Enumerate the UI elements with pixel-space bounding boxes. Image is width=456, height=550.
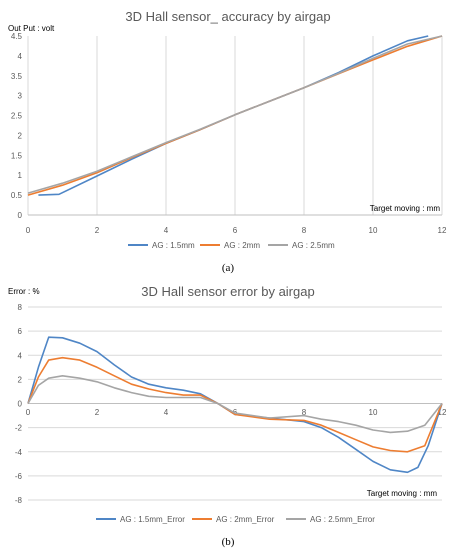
legend-label: AG : 2mm [224, 241, 260, 250]
x-tick-label: 4 [164, 408, 169, 417]
x-tick-label: 0 [26, 408, 31, 417]
legend-label: AG : 1.5mm_Error [120, 515, 185, 524]
y-tick-label: 4 [18, 52, 23, 61]
accuracy-chart: 3D Hall sensor_ accuracy by airgap Out Pu… [8, 9, 447, 250]
series-line-3 [27, 35, 443, 194]
legend-label: AG : 2mm_Error [216, 515, 275, 524]
x-tick-label: 10 [369, 408, 378, 417]
series-line-3 [27, 375, 443, 434]
error-chart: 3D Hall sensor error by airgap Error : % -… [8, 284, 447, 524]
y-tick-label: 4 [18, 351, 23, 360]
caption-a: (a) [221, 262, 235, 274]
y-tick-label: 2 [18, 131, 23, 140]
x-tick-label: 12 [438, 226, 447, 235]
y-tick-label: 0 [18, 211, 23, 220]
y-axis-label: Out Put : volt [8, 24, 55, 33]
x-tick-label: 8 [302, 226, 307, 235]
chart-title: 3D Hall sensor_ accuracy by airgap [125, 9, 330, 24]
chart-title: 3D Hall sensor error by airgap [141, 284, 314, 299]
y-tick-label: 2.5 [11, 112, 23, 121]
y-tick-label: 8 [18, 303, 23, 312]
y-tick-label: 2 [18, 375, 23, 384]
y-tick-label: 4.5 [11, 32, 23, 41]
y-tick-label: 0.5 [11, 191, 23, 200]
legend-label: AG : 2.5mm [292, 241, 335, 250]
y-tick-label: 6 [18, 327, 23, 336]
y-tick-label: 1.5 [11, 151, 23, 160]
x-tick-label: 4 [164, 226, 169, 235]
x-tick-label: 2 [95, 226, 100, 235]
x-axis-label: Target moving : mm [367, 489, 438, 498]
y-tick-label: -4 [15, 448, 23, 457]
legend-label: AG : 1.5mm [152, 241, 195, 250]
x-axis-label: Target moving : mm [370, 204, 441, 213]
x-tick-label: 6 [233, 226, 238, 235]
x-tick-label: 10 [369, 226, 378, 235]
legend-label: AG : 2.5mm_Error [310, 515, 375, 524]
y-tick-label: 3.5 [11, 72, 23, 81]
y-axis-label: Error : % [8, 287, 40, 296]
y-tick-label: -2 [15, 424, 23, 433]
x-tick-label: 8 [302, 408, 307, 417]
y-tick-label: 0 [18, 400, 23, 409]
x-tick-label: 12 [438, 408, 447, 417]
y-tick-label: -6 [15, 472, 23, 481]
x-tick-label: 0 [26, 226, 31, 235]
x-tick-label: 2 [95, 408, 100, 417]
y-tick-label: -8 [15, 496, 23, 505]
y-tick-label: 3 [18, 92, 23, 101]
series-line-2 [27, 356, 443, 453]
y-tick-label: 1 [18, 171, 23, 180]
caption-b: (b) [221, 536, 235, 548]
